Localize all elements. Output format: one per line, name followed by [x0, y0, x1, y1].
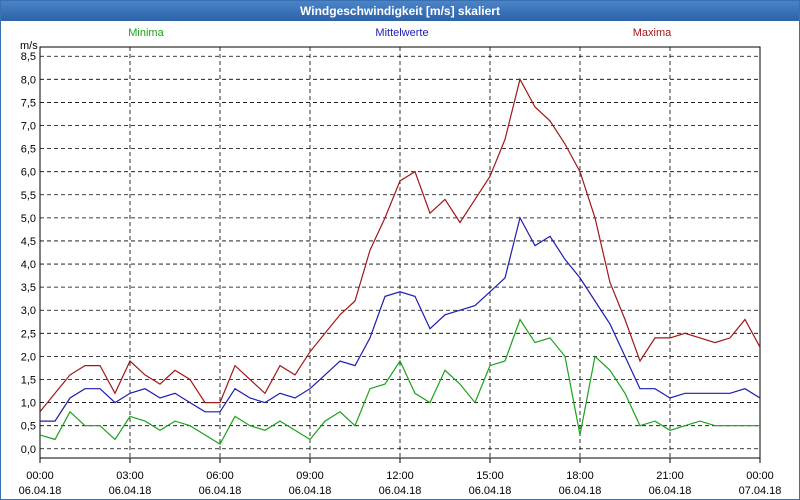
x-tick-time: 15:00	[476, 470, 504, 482]
y-tick-label: 6,5	[21, 144, 36, 156]
x-tick-time: 18:00	[566, 470, 594, 482]
x-tick-time: 03:00	[116, 470, 144, 482]
series-line-minima	[39, 318, 760, 445]
x-tick-date: 07.04.18	[739, 485, 782, 497]
x-axis-ticks: 00:00 06.04.18 03:00 06.04.18 06:00 06.04.18 0…	[19, 470, 782, 497]
legend-maxima: Maxima	[633, 27, 672, 39]
legend: Minima Mittelwerte Maxima	[128, 27, 672, 39]
y-tick-label: 4,5	[21, 236, 36, 248]
legend-mittelwerte: Mittelwerte	[375, 27, 428, 39]
x-tick-time: 12:00	[386, 470, 414, 482]
y-tick-label: 0,0	[21, 444, 36, 456]
y-axis-ticks: 0,0 0,5 1,0 1,5 2,0 2,5 3,0 3,5 4,0 4,5 5,0 5,5 6,0 6…	[21, 51, 36, 456]
x-tick-date: 06.04.18	[559, 485, 602, 497]
window-title: Windgeschwindigkeit [m/s] skaliert	[1, 1, 799, 21]
y-tick-label: 2,0	[21, 351, 36, 363]
y-tick-label: 5,5	[21, 190, 36, 202]
y-tick-label: 7,5	[21, 97, 36, 109]
y-tick-label: 1,0	[21, 398, 36, 410]
y-tick-label: 3,0	[21, 305, 36, 317]
x-tick-time: 09:00	[296, 470, 324, 482]
y-tick-label: 5,0	[21, 213, 36, 225]
series-line-mittelwerte	[40, 216, 761, 422]
y-tick-label: 0,5	[21, 421, 36, 433]
x-tick-time: 21:00	[656, 470, 684, 482]
y-tick-label: 7,0	[21, 121, 36, 133]
y-axis-label: m/s	[20, 40, 38, 52]
y-tick-label: 2,5	[21, 328, 36, 340]
x-tick-time: 06:00	[206, 470, 234, 482]
x-tick-time: 00:00	[26, 470, 54, 482]
y-tick-label: 3,5	[21, 282, 36, 294]
x-tick-date: 06.04.18	[19, 485, 62, 497]
y-tick-label: 6,0	[21, 167, 36, 179]
x-tick-date: 06.04.18	[469, 485, 512, 497]
series-line-maxima	[39, 77, 761, 413]
x-tick-date: 06.04.18	[199, 485, 242, 497]
grid	[39, 46, 761, 463]
x-tick-date: 06.04.18	[289, 485, 332, 497]
x-tick-date: 06.04.18	[649, 485, 692, 497]
x-tick-date: 06.04.18	[109, 485, 152, 497]
series-lines	[39, 77, 761, 445]
y-tick-label: 1,5	[21, 374, 36, 386]
legend-minima: Minima	[128, 27, 164, 39]
y-tick-label: 8,0	[21, 74, 36, 86]
x-tick-date: 06.04.18	[379, 485, 422, 497]
y-tick-label: 4,0	[21, 259, 36, 271]
y-tick-label: 8,5	[21, 51, 36, 63]
x-tick-time: 00:00	[746, 470, 774, 482]
